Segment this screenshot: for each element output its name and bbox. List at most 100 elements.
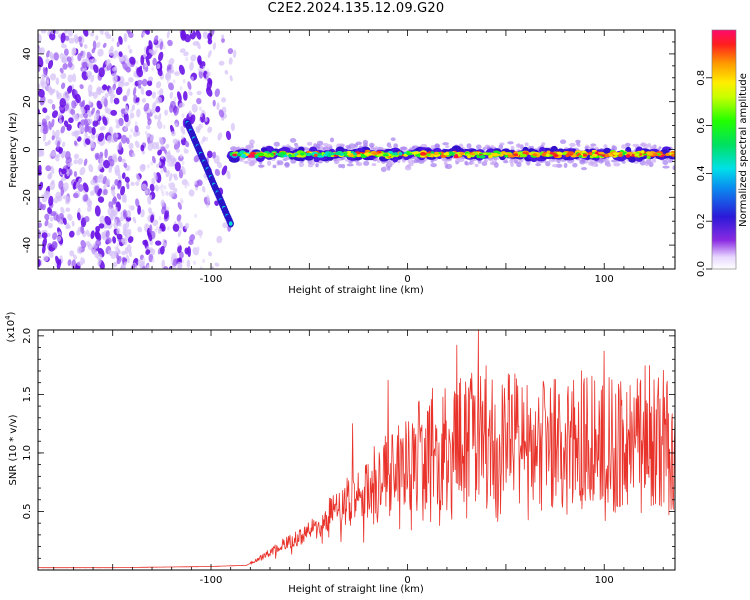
noise-blob — [97, 132, 105, 142]
noise-blob — [48, 195, 54, 206]
noise-blob — [146, 125, 151, 130]
noise-blob — [104, 92, 109, 99]
noise-blob — [139, 164, 146, 172]
noise-blob — [105, 237, 112, 244]
noise-blob — [80, 257, 86, 264]
noise-blob — [68, 117, 74, 124]
noise-blob — [45, 115, 51, 121]
noise-blob — [97, 48, 104, 57]
signal-halo-blob — [371, 163, 377, 167]
noise-blob — [222, 222, 229, 229]
noise-blob — [47, 139, 51, 145]
noise-blob — [116, 233, 123, 240]
noise-blob — [162, 242, 167, 247]
noise-blob — [94, 205, 101, 217]
noise-blob — [199, 106, 202, 112]
signal-peak-blob — [288, 153, 292, 158]
noise-blob — [73, 171, 78, 178]
noise-blob — [136, 67, 144, 78]
noise-blob — [151, 258, 155, 263]
noise-blob — [168, 191, 175, 198]
signal-halo-blob — [404, 165, 412, 171]
y-tick-label: -40 — [22, 237, 33, 253]
falling-streak — [184, 119, 234, 228]
noise-blob — [86, 229, 91, 238]
signal-peak-blob — [670, 153, 675, 157]
signal-halo-blob — [647, 143, 652, 148]
noise-blob — [212, 99, 216, 107]
y-tick-label: 20 — [22, 95, 33, 108]
signal-halo-blob — [510, 145, 515, 151]
noise-blob — [80, 108, 86, 115]
noise-blob — [128, 249, 132, 258]
noise-blob — [102, 116, 108, 126]
signal-peak-blob — [646, 151, 651, 155]
noise-blob — [111, 188, 116, 197]
signal-halo-blob — [383, 166, 387, 170]
noise-blob — [56, 258, 62, 269]
signal-peak-blob — [627, 151, 633, 155]
noise-blob — [103, 159, 110, 169]
noise-blob — [74, 37, 79, 44]
noise-blob — [95, 35, 99, 41]
signal-halo-blob — [606, 162, 612, 168]
noise-blob — [142, 239, 148, 246]
signal-peak-blob — [448, 151, 454, 155]
signal-halo-blob — [672, 165, 675, 171]
noise-blob — [199, 112, 203, 118]
noise-blob — [175, 122, 178, 128]
noise-blob — [126, 30, 131, 35]
noise-blob — [194, 180, 197, 185]
signal-peak-blob — [454, 154, 459, 158]
signal-core-blob — [313, 155, 320, 163]
noise-blob — [76, 245, 82, 254]
noise-blob — [128, 77, 134, 83]
y-tick-label: 0 — [22, 146, 33, 152]
noise-blob — [165, 71, 171, 80]
noise-blob — [128, 204, 132, 210]
noise-blob — [114, 206, 118, 212]
noise-blob — [196, 246, 200, 251]
noise-blob — [176, 214, 182, 222]
noise-blob — [117, 155, 123, 163]
noise-blob — [173, 106, 179, 116]
signal-peak-blob — [249, 151, 256, 155]
noise-blob — [227, 48, 234, 55]
noise-blob — [84, 118, 89, 128]
signal-halo-blob — [378, 147, 385, 151]
signal-halo-blob — [470, 161, 475, 165]
noise-blob — [116, 193, 122, 200]
signal-halo-blob — [277, 160, 284, 166]
noise-blob — [95, 154, 99, 161]
signal-halo-blob — [584, 146, 589, 150]
noise-blob — [207, 126, 213, 133]
noise-blob — [191, 103, 198, 113]
signal-peak-blob — [598, 151, 605, 155]
signal-core-blob — [260, 147, 268, 153]
noise-blob — [99, 30, 104, 35]
signal-halo-blob — [476, 144, 482, 150]
noise-blob — [174, 251, 177, 257]
noise-blob — [148, 48, 152, 54]
noise-blob — [42, 107, 48, 114]
noise-blob — [168, 58, 175, 66]
noise-blob — [140, 144, 145, 152]
noise-blob — [129, 56, 136, 65]
noise-blob — [52, 232, 58, 240]
signal-peak-blob — [277, 152, 284, 157]
noise-blob — [178, 102, 185, 108]
noise-blob — [83, 158, 88, 167]
y-tick-label: 2.0 — [22, 328, 33, 344]
noise-blob — [199, 234, 203, 239]
noise-blob — [169, 100, 176, 109]
noise-blob — [67, 162, 73, 167]
snr-frame — [37, 329, 676, 571]
signal-halo-blob — [289, 138, 297, 143]
noise-blob — [55, 214, 61, 223]
noise-blob — [214, 262, 220, 267]
signal-halo-blob — [466, 143, 472, 149]
noise-blob — [158, 216, 162, 221]
spectrogram-panel: -100 0 100 -40 -20 0 20 40 Height of straight l… — [8, 29, 676, 296]
y-tick-label: 1.0 — [22, 445, 33, 461]
noise-blob — [101, 84, 108, 91]
